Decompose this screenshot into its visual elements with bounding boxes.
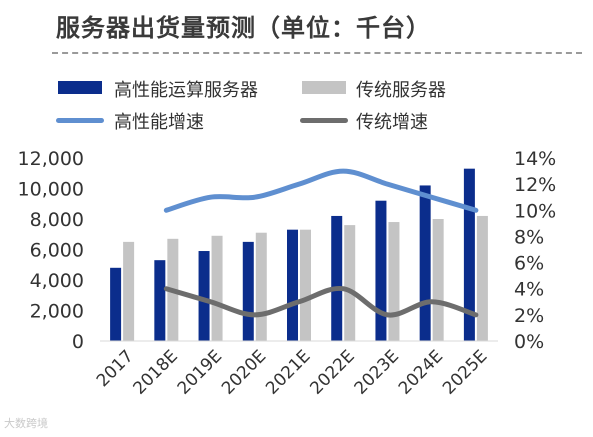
bar-trad-2020E <box>255 232 267 341</box>
y-right-tick-label: 0% <box>514 331 544 353</box>
watermark: 大数跨境 <box>4 417 48 430</box>
legend-label-hp-bar: 高性能运算服务器 <box>114 80 258 101</box>
y-right-tick-label: 4% <box>514 279 544 301</box>
chart-title: 服务器出货量预测（单位：千台） <box>56 14 431 42</box>
line-hp-growth <box>163 168 479 213</box>
legend-swatch-hp-bar <box>58 81 102 94</box>
bar-hp-2020E <box>242 241 254 341</box>
bar-trad-2024E <box>432 219 444 341</box>
y-left-tick-label: 8,000 <box>30 209 84 231</box>
bar-hp-2019E <box>198 251 210 341</box>
lines-group <box>163 168 479 318</box>
line-trad-growth <box>163 285 479 318</box>
y-left-tick-label: 6,000 <box>30 240 84 262</box>
bar-hp-2021E <box>287 229 298 341</box>
bars-group <box>110 168 488 341</box>
y-left-tick-label: 12,000 <box>18 148 84 170</box>
y-left-tick-label: 4,000 <box>30 270 84 292</box>
x-tick-label: 2022E <box>306 346 358 398</box>
title-divider <box>52 52 582 54</box>
bar-hp-2022E <box>331 215 343 341</box>
x-tick-label: 2025E <box>439 346 491 398</box>
x-tick-label: 2020E <box>218 346 270 398</box>
legend-swatch-trad-line <box>300 118 348 123</box>
x-tick-label: 2023E <box>351 346 403 398</box>
y-right-tick-label: 6% <box>514 253 544 275</box>
bar-trad-2023E <box>388 222 400 341</box>
bar-trad-2025E <box>476 215 488 341</box>
x-tick-label: 2021E <box>262 346 314 398</box>
bar-hp-2018E <box>154 260 166 341</box>
y-left-tick-label: 10,000 <box>18 179 84 201</box>
bar-hp-2023E <box>375 200 387 341</box>
legend-swatch-trad-bar <box>302 81 346 94</box>
x-tick-label: 2024E <box>395 346 447 398</box>
bar-trad-2022E <box>344 225 356 341</box>
bar-hp-2024E <box>419 185 431 341</box>
bar-trad-2021E <box>300 229 311 341</box>
legend-label-hp-line: 高性能增速 <box>114 112 204 133</box>
legend-label-trad-bar: 传统服务器 <box>356 80 446 101</box>
y-right-tick-label: 2% <box>514 305 544 327</box>
bar-trad-2019E <box>211 235 223 341</box>
x-tick-label: 2019E <box>174 346 226 398</box>
y-left-tick-label: 2,000 <box>30 301 84 323</box>
bar-hp-2025E <box>463 168 475 341</box>
y-right-tick-label: 14% <box>514 148 556 170</box>
bar-trad-2017 <box>123 241 135 341</box>
legend-swatch-hp-line <box>56 118 104 123</box>
y-right-tick-label: 12% <box>514 174 556 196</box>
y-right-tick-label: 10% <box>514 200 556 222</box>
legend-label-trad-line: 传统增速 <box>356 112 428 133</box>
y-left-tick-label: 0 <box>72 331 84 353</box>
y-right-tick-label: 8% <box>514 226 544 248</box>
bar-hp-2017 <box>110 267 122 341</box>
x-tick-label: 2018E <box>130 346 182 398</box>
